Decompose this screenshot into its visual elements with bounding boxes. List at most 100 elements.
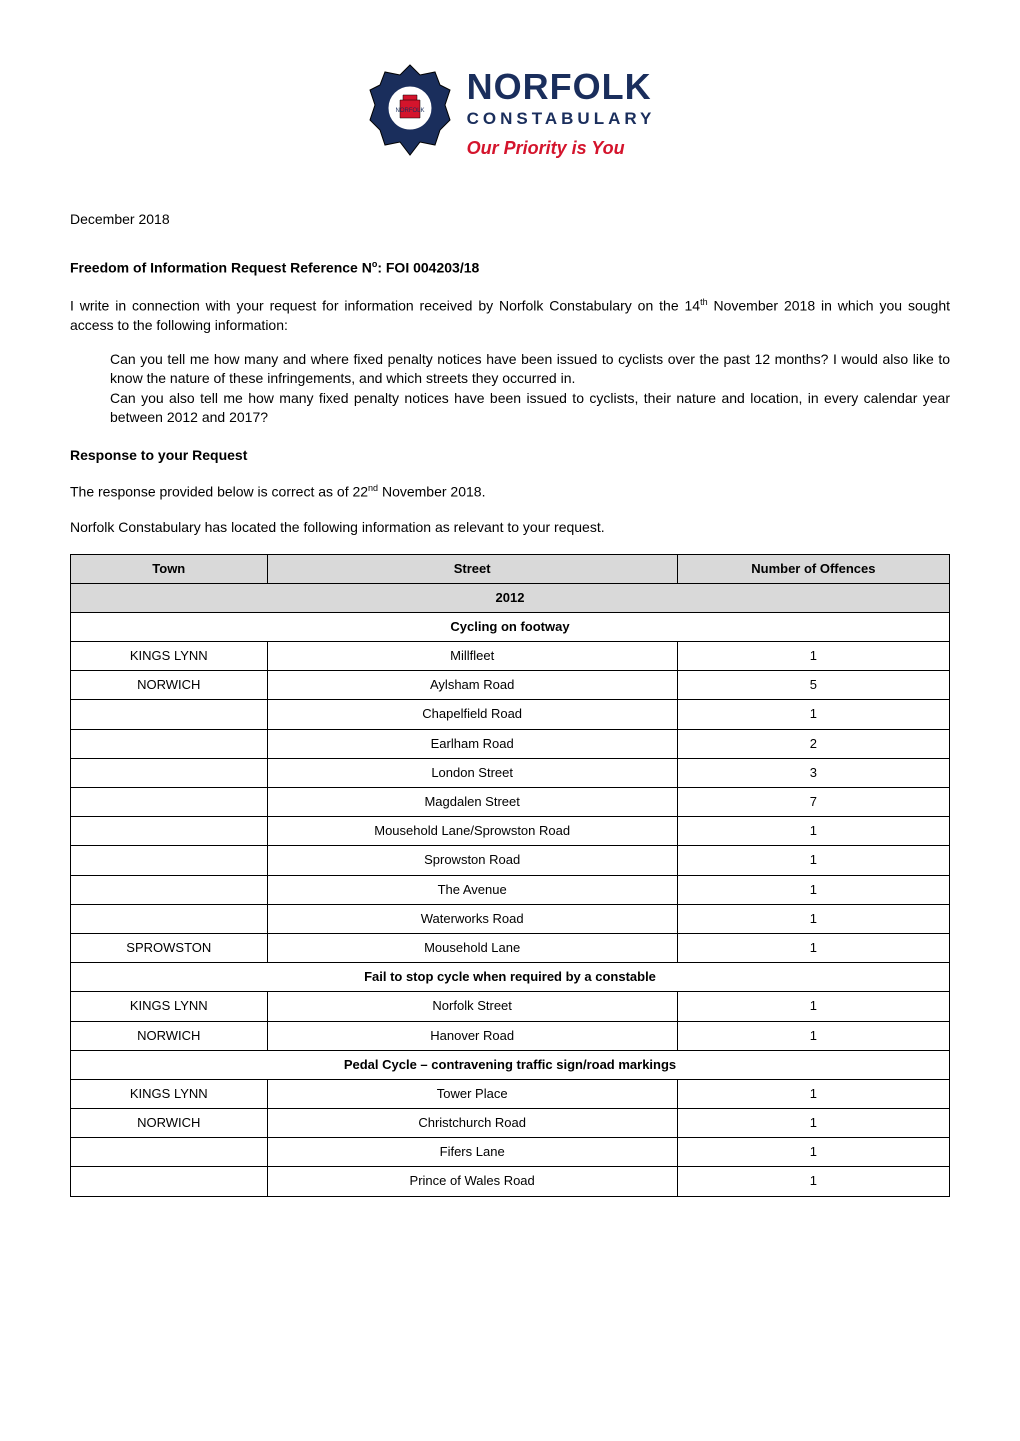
table-row: London Street3 (71, 758, 950, 787)
street-cell: The Avenue (267, 875, 677, 904)
foi-reference-heading: Freedom of Information Request Reference… (70, 258, 950, 278)
count-cell: 1 (677, 700, 949, 729)
intro-prefix: I write in connection with your request … (70, 298, 700, 314)
street-cell: Aylsham Road (267, 671, 677, 700)
logo-container: NORFOLK NORFOLK CONSTABULARY Our Priorit… (365, 60, 656, 170)
street-cell: Hanover Road (267, 1021, 677, 1050)
response-paragraph-2: Norfolk Constabulary has located the fol… (70, 518, 950, 538)
section-row: Pedal Cycle – contravening traffic sign/… (71, 1050, 950, 1079)
logo-constabulary-text: CONSTABULARY (467, 107, 656, 131)
table-row: KINGS LYNNNorfolk Street1 (71, 992, 950, 1021)
logo-priority-text: Our Priority is You (467, 136, 656, 161)
count-cell: 1 (677, 1167, 949, 1196)
table-row: The Avenue1 (71, 875, 950, 904)
town-cell (71, 729, 268, 758)
street-cell: London Street (267, 758, 677, 787)
count-cell: 1 (677, 1138, 949, 1167)
table-row: Earlham Road2 (71, 729, 950, 758)
count-cell: 2 (677, 729, 949, 758)
svg-text:NORFOLK: NORFOLK (395, 108, 424, 114)
count-cell: 1 (677, 817, 949, 846)
section-row: Fail to stop cycle when required by a co… (71, 963, 950, 992)
town-cell: SPROWSTON (71, 933, 268, 962)
table-header-row: Town Street Number of Offences (71, 554, 950, 583)
constabulary-badge-icon: NORFOLK (365, 60, 455, 170)
table-row: Sprowston Road1 (71, 846, 950, 875)
count-cell: 1 (677, 992, 949, 1021)
count-cell: 1 (677, 904, 949, 933)
town-cell (71, 817, 268, 846)
town-cell: NORWICH (71, 1109, 268, 1138)
table-row: Magdalen Street7 (71, 788, 950, 817)
table-row: NORWICHHanover Road1 (71, 1021, 950, 1050)
town-cell (71, 846, 268, 875)
logo-norfolk-text: NORFOLK (467, 69, 656, 105)
response-1-sup: nd (368, 483, 378, 493)
table-body: 2012Cycling on footwayKINGS LYNNMillflee… (71, 583, 950, 1196)
street-cell: Mousehold Lane/Sprowston Road (267, 817, 677, 846)
request-quote-block: Can you tell me how many and where fixed… (70, 350, 950, 428)
street-cell: Chapelfield Road (267, 700, 677, 729)
table-row: Chapelfield Road1 (71, 700, 950, 729)
response-1-prefix: The response provided below is correct a… (70, 483, 368, 499)
count-cell: 1 (677, 642, 949, 671)
town-cell (71, 1167, 268, 1196)
count-cell: 1 (677, 1079, 949, 1108)
town-cell (71, 788, 268, 817)
quote-line-2: Can you also tell me how many fixed pena… (110, 389, 950, 428)
section-title-cell: Pedal Cycle – contravening traffic sign/… (71, 1050, 950, 1079)
intro-sup: th (700, 297, 708, 307)
foi-heading-suffix: : FOI 004203/18 (377, 259, 479, 275)
year-row: 2012 (71, 583, 950, 612)
count-cell: 1 (677, 933, 949, 962)
town-cell (71, 1138, 268, 1167)
quote-line-1: Can you tell me how many and where fixed… (110, 350, 950, 389)
count-cell: 3 (677, 758, 949, 787)
town-cell: KINGS LYNN (71, 992, 268, 1021)
street-cell: Waterworks Road (267, 904, 677, 933)
count-cell: 1 (677, 875, 949, 904)
col-header-offences: Number of Offences (677, 554, 949, 583)
logo-text-block: NORFOLK CONSTABULARY Our Priority is You (467, 69, 656, 162)
response-paragraph-1: The response provided below is correct a… (70, 482, 950, 502)
section-row: Cycling on footway (71, 612, 950, 641)
table-row: Mousehold Lane/Sprowston Road1 (71, 817, 950, 846)
section-title-cell: Fail to stop cycle when required by a co… (71, 963, 950, 992)
section-title-cell: Cycling on footway (71, 612, 950, 641)
document-date: December 2018 (70, 210, 950, 230)
table-row: SPROWSTONMousehold Lane1 (71, 933, 950, 962)
count-cell: 1 (677, 1021, 949, 1050)
street-cell: Earlham Road (267, 729, 677, 758)
col-header-town: Town (71, 554, 268, 583)
town-cell (71, 904, 268, 933)
table-row: Fifers Lane1 (71, 1138, 950, 1167)
count-cell: 7 (677, 788, 949, 817)
count-cell: 5 (677, 671, 949, 700)
table-row: KINGS LYNNMillfleet1 (71, 642, 950, 671)
intro-paragraph: I write in connection with your request … (70, 296, 950, 336)
col-header-street: Street (267, 554, 677, 583)
count-cell: 1 (677, 846, 949, 875)
count-cell: 1 (677, 1109, 949, 1138)
year-cell: 2012 (71, 583, 950, 612)
street-cell: Tower Place (267, 1079, 677, 1108)
street-cell: Prince of Wales Road (267, 1167, 677, 1196)
town-cell: NORWICH (71, 1021, 268, 1050)
street-cell: Sprowston Road (267, 846, 677, 875)
town-cell: NORWICH (71, 671, 268, 700)
street-cell: Millfleet (267, 642, 677, 671)
table-row: Waterworks Road1 (71, 904, 950, 933)
town-cell (71, 758, 268, 787)
street-cell: Christchurch Road (267, 1109, 677, 1138)
header-logo-block: NORFOLK NORFOLK CONSTABULARY Our Priorit… (70, 60, 950, 170)
street-cell: Mousehold Lane (267, 933, 677, 962)
town-cell: KINGS LYNN (71, 642, 268, 671)
street-cell: Fifers Lane (267, 1138, 677, 1167)
table-row: Prince of Wales Road1 (71, 1167, 950, 1196)
street-cell: Magdalen Street (267, 788, 677, 817)
town-cell (71, 875, 268, 904)
offences-table: Town Street Number of Offences 2012Cycli… (70, 554, 950, 1197)
town-cell: KINGS LYNN (71, 1079, 268, 1108)
foi-heading-prefix: Freedom of Information Request Reference… (70, 259, 372, 275)
table-row: NORWICHAylsham Road5 (71, 671, 950, 700)
